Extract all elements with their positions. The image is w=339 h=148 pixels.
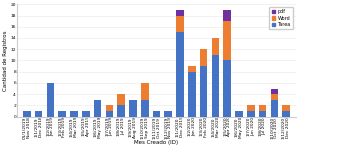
Bar bbox=[176, 32, 184, 117]
Bar bbox=[94, 100, 101, 117]
Bar bbox=[141, 100, 148, 117]
Bar bbox=[117, 94, 125, 105]
Bar bbox=[271, 94, 278, 100]
Bar bbox=[212, 55, 219, 117]
Bar bbox=[223, 21, 231, 60]
Bar bbox=[271, 89, 278, 94]
Y-axis label: Cantidad de Registros: Cantidad de Registros bbox=[3, 30, 8, 91]
Bar bbox=[70, 111, 78, 117]
Bar bbox=[223, 10, 231, 21]
Bar bbox=[176, 10, 184, 16]
Bar bbox=[105, 111, 113, 117]
Bar bbox=[164, 111, 172, 117]
Bar bbox=[129, 100, 137, 117]
Bar bbox=[141, 83, 148, 100]
Bar bbox=[188, 66, 196, 72]
Bar bbox=[200, 49, 207, 66]
Bar bbox=[282, 105, 290, 111]
Bar bbox=[188, 72, 196, 117]
Bar bbox=[117, 105, 125, 117]
Bar bbox=[259, 111, 266, 117]
Bar bbox=[271, 100, 278, 117]
Bar bbox=[23, 111, 31, 117]
Bar bbox=[235, 111, 243, 117]
Bar bbox=[58, 111, 66, 117]
Bar bbox=[259, 105, 266, 111]
Bar bbox=[223, 60, 231, 117]
Bar bbox=[153, 111, 160, 117]
Bar bbox=[247, 105, 255, 111]
Bar bbox=[35, 111, 42, 117]
Bar bbox=[82, 111, 89, 117]
Bar bbox=[247, 111, 255, 117]
Bar bbox=[212, 38, 219, 55]
Bar bbox=[200, 66, 207, 117]
Legend: pdf, Word, Tarea: pdf, Word, Tarea bbox=[269, 7, 293, 29]
Bar bbox=[105, 105, 113, 111]
Bar bbox=[282, 111, 290, 117]
Bar bbox=[176, 16, 184, 32]
X-axis label: Mes Creado (ID): Mes Creado (ID) bbox=[135, 140, 179, 145]
Bar bbox=[46, 83, 54, 117]
